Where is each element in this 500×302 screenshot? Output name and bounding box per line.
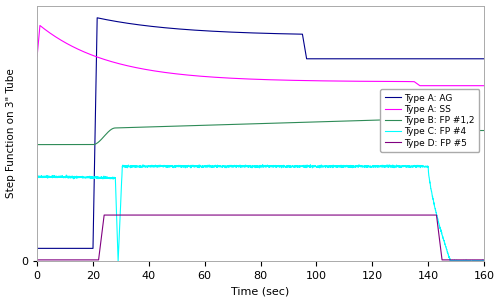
Type A: AG: (0, 0.5): AG: (0, 0.5) xyxy=(34,246,40,250)
Type B: FP #1,2: (0, 4.55): FP #1,2: (0, 4.55) xyxy=(34,143,40,146)
Type B: FP #1,2: (59, 5.3): FP #1,2: (59, 5.3) xyxy=(199,124,205,127)
Line: Type C: FP #4: Type C: FP #4 xyxy=(37,165,484,263)
Type A: SS: (0, 8): SS: (0, 8) xyxy=(34,54,40,58)
Type A: SS: (52, 7.29): SS: (52, 7.29) xyxy=(179,73,185,76)
Type B: FP #1,2: (124, 5.51): FP #1,2: (124, 5.51) xyxy=(382,118,388,122)
Type D: FP #5: (127, 1.8): FP #5: (127, 1.8) xyxy=(388,213,394,217)
Type C: FP #4: (0, 3.31): FP #4: (0, 3.31) xyxy=(34,175,40,178)
Type D: FP #5: (101, 1.8): FP #5: (101, 1.8) xyxy=(316,213,322,217)
Type A: SS: (160, 6.85): SS: (160, 6.85) xyxy=(481,84,487,88)
X-axis label: Time (sec): Time (sec) xyxy=(232,286,290,297)
Type A: SS: (59, 7.22): SS: (59, 7.22) xyxy=(199,75,205,78)
Type C: FP #4: (124, 3.7): FP #4: (124, 3.7) xyxy=(382,165,388,168)
Type A: AG: (108, 7.9): AG: (108, 7.9) xyxy=(334,57,340,61)
Type A: AG: (160, 7.9): AG: (160, 7.9) xyxy=(481,57,487,61)
Type B: FP #1,2: (135, 5.55): FP #1,2: (135, 5.55) xyxy=(411,117,417,121)
Type D: FP #5: (160, 0.05): FP #5: (160, 0.05) xyxy=(481,258,487,262)
Type A: SS: (1, 9.2): SS: (1, 9.2) xyxy=(37,24,43,27)
Type D: FP #5: (24, 1.8): FP #5: (24, 1.8) xyxy=(101,213,107,217)
Type A: AG: (124, 7.9): AG: (124, 7.9) xyxy=(382,57,388,61)
Y-axis label: Step Function on 3" Tube: Step Function on 3" Tube xyxy=(6,69,16,198)
Type B: FP #1,2: (51.9, 5.28): FP #1,2: (51.9, 5.28) xyxy=(179,124,185,128)
Line: Type A: SS: Type A: SS xyxy=(37,25,484,86)
Line: Type D: FP #5: Type D: FP #5 xyxy=(37,215,484,260)
Type C: FP #4: (160, 0.0037): FP #4: (160, 0.0037) xyxy=(481,259,487,263)
Type C: FP #4: (59, 3.68): FP #4: (59, 3.68) xyxy=(199,165,205,169)
Type A: SS: (127, 7.01): SS: (127, 7.01) xyxy=(388,80,394,83)
Type D: FP #5: (52, 1.8): FP #5: (52, 1.8) xyxy=(179,213,185,217)
Type A: AG: (52, 9.05): AG: (52, 9.05) xyxy=(179,27,185,31)
Type B: FP #1,2: (127, 5.52): FP #1,2: (127, 5.52) xyxy=(388,118,394,121)
Type D: FP #5: (0, 0.05): FP #5: (0, 0.05) xyxy=(34,258,40,262)
Type C: FP #4: (108, 3.7): FP #4: (108, 3.7) xyxy=(334,165,340,168)
Type D: FP #5: (108, 1.8): FP #5: (108, 1.8) xyxy=(334,213,340,217)
Type C: FP #4: (158, -0.0581): FP #4: (158, -0.0581) xyxy=(474,261,480,265)
Type C: FP #4: (127, 3.71): FP #4: (127, 3.71) xyxy=(388,164,394,168)
Type C: FP #4: (101, 3.71): FP #4: (101, 3.71) xyxy=(316,164,322,168)
Type A: SS: (137, 6.85): SS: (137, 6.85) xyxy=(416,84,422,88)
Type A: AG: (127, 7.9): AG: (127, 7.9) xyxy=(388,57,394,61)
Type A: SS: (124, 7.02): SS: (124, 7.02) xyxy=(382,80,388,83)
Type C: FP #4: (51.9, 3.7): FP #4: (51.9, 3.7) xyxy=(179,165,185,168)
Type B: FP #1,2: (107, 5.46): FP #1,2: (107, 5.46) xyxy=(334,120,340,123)
Type D: FP #5: (124, 1.8): FP #5: (124, 1.8) xyxy=(382,213,388,217)
Type A: SS: (101, 7.04): SS: (101, 7.04) xyxy=(316,79,322,83)
Line: Type A: AG: Type A: AG xyxy=(37,18,484,248)
Legend: Type A: AG, Type A: SS, Type B: FP #1,2, Type C: FP #4, Type D: FP #5: Type A: AG, Type A: SS, Type B: FP #1,2,… xyxy=(380,89,480,152)
Type A: AG: (59, 9): AG: (59, 9) xyxy=(199,29,205,32)
Type B: FP #1,2: (160, 5.1): FP #1,2: (160, 5.1) xyxy=(481,129,487,132)
Line: Type B: FP #1,2: Type B: FP #1,2 xyxy=(37,119,484,145)
Type D: FP #5: (59, 1.8): FP #5: (59, 1.8) xyxy=(199,213,205,217)
Type A: SS: (108, 7.03): SS: (108, 7.03) xyxy=(334,79,340,83)
Type C: FP #4: (80.8, 3.76): FP #4: (80.8, 3.76) xyxy=(260,163,266,167)
Type A: AG: (101, 7.9): AG: (101, 7.9) xyxy=(316,57,322,61)
Type A: AG: (21.5, 9.5): AG: (21.5, 9.5) xyxy=(94,16,100,20)
Type B: FP #1,2: (101, 5.44): FP #1,2: (101, 5.44) xyxy=(316,120,322,124)
